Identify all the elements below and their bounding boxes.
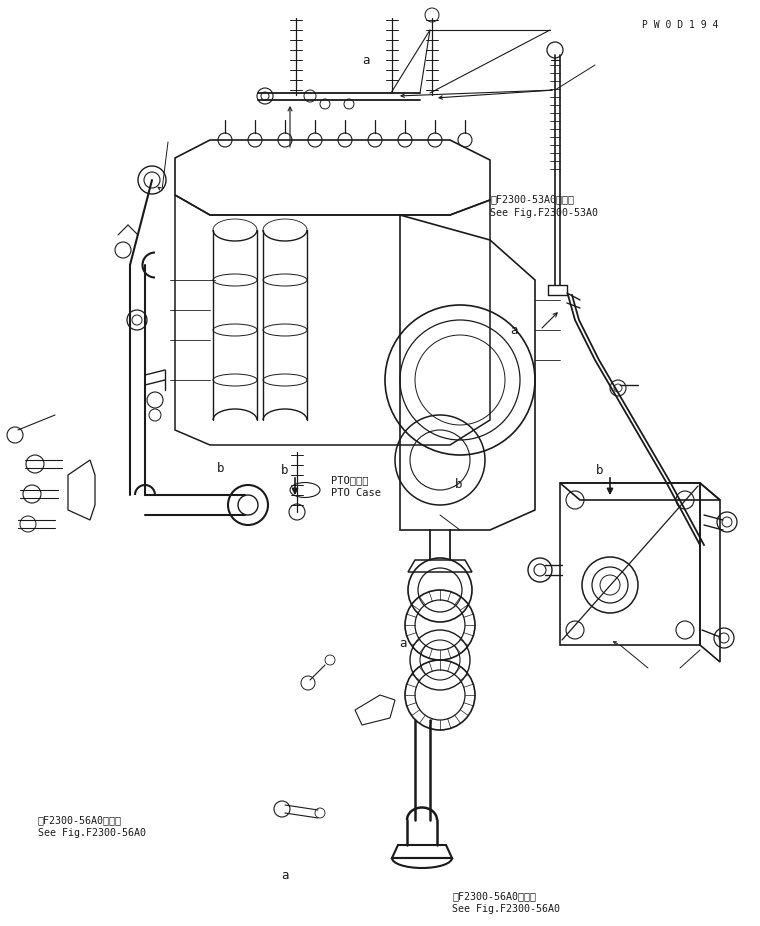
Text: a: a [510, 323, 518, 336]
Text: a: a [362, 54, 369, 67]
Text: b: b [217, 462, 224, 475]
Text: 第F2300-53A0図参照
See Fig.F2300-53A0: 第F2300-53A0図参照 See Fig.F2300-53A0 [490, 194, 598, 218]
Text: b: b [596, 464, 603, 477]
Text: 第F2300-56A0図参照
See Fig.F2300-56A0: 第F2300-56A0図参照 See Fig.F2300-56A0 [452, 891, 560, 914]
Text: P W 0 D 1 9 4: P W 0 D 1 9 4 [642, 20, 718, 31]
Text: b: b [454, 478, 462, 491]
Text: a: a [399, 637, 407, 650]
Text: 第F2300-56A0図参照
See Fig.F2300-56A0: 第F2300-56A0図参照 See Fig.F2300-56A0 [38, 815, 146, 838]
Text: PTOケース
PTO Case: PTOケース PTO Case [331, 475, 381, 498]
Text: a: a [281, 869, 289, 882]
Text: b: b [281, 464, 289, 477]
